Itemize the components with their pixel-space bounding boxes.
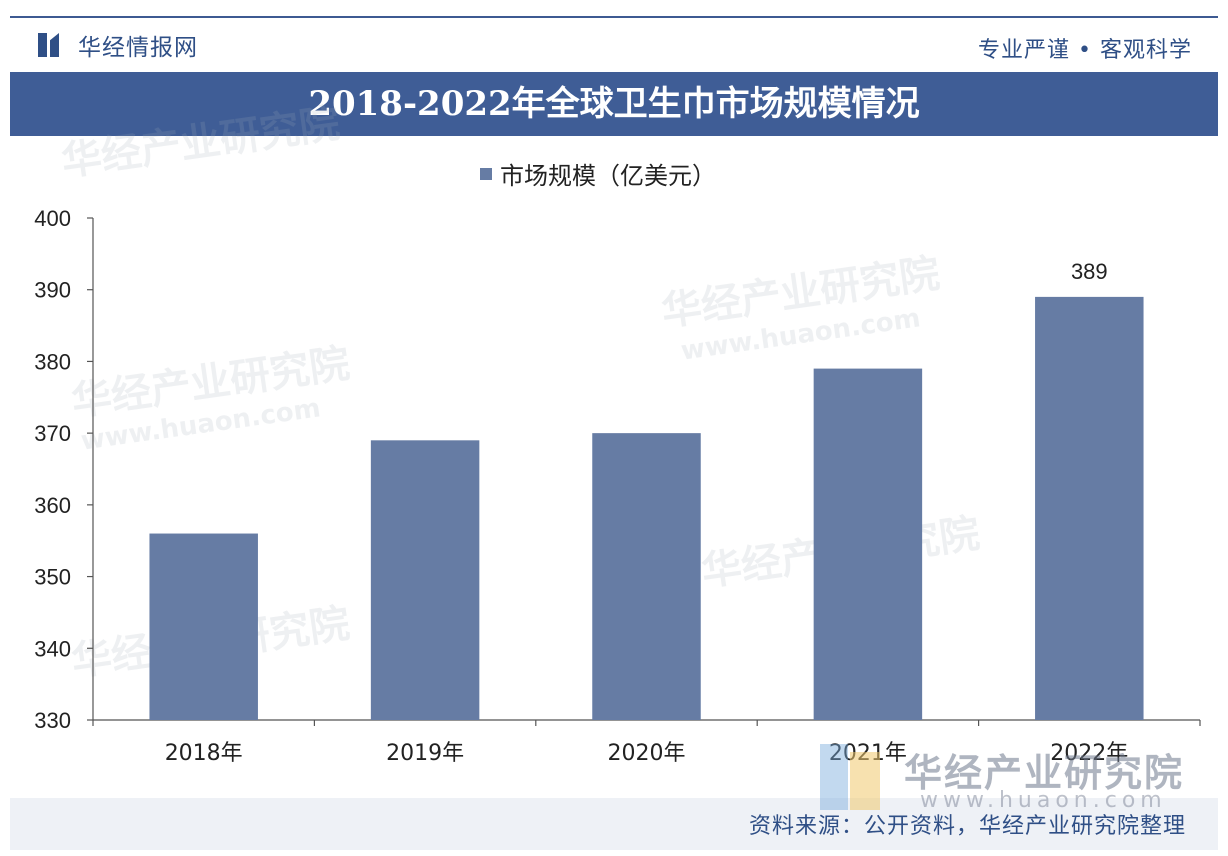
chart-title: 2018-2022年全球卫生巾市场规模情况 (308, 84, 920, 124)
legend: 市场规模（亿美元） (480, 156, 716, 191)
x-tick-label: 2019年 (386, 741, 464, 766)
y-tick-label: 350 (34, 565, 71, 590)
corner-watermark-url: www.huaon.com (920, 788, 1167, 813)
brand: 华经情报网 (38, 28, 198, 62)
x-tick-label: 2022年 (1050, 741, 1128, 766)
corner-watermark: 华经产业研究院 www.huaon.com (820, 742, 1200, 813)
footer: 资料来源：公开资料，华经产业研究院整理 (10, 798, 1218, 850)
data-label: 389 (1071, 259, 1108, 284)
bar (592, 433, 701, 720)
y-tick-label: 370 (34, 421, 71, 446)
legend-swatch (480, 167, 492, 180)
title-bar: 2018-2022年全球卫生巾市场规模情况 (10, 72, 1218, 136)
y-tick-label: 340 (34, 636, 71, 661)
bar (149, 533, 258, 720)
legend-label: 市场规模（亿美元） (500, 162, 716, 190)
brand-name: 华经情报网 (78, 35, 198, 61)
watermark-logo-icon (820, 744, 882, 810)
top-header: 华经情报网 专业严谨 • 客观科学 (0, 0, 1228, 70)
bar (1035, 296, 1144, 720)
y-tick-label: 390 (34, 278, 71, 303)
y-tick-label: 330 (34, 708, 71, 733)
y-tick-label: 400 (34, 206, 71, 231)
brand-logo-icon (38, 31, 64, 59)
x-tick-label: 2018年 (165, 741, 243, 766)
y-tick-label: 360 (34, 493, 71, 518)
x-tick-label: 2020年 (608, 741, 686, 766)
bar (813, 368, 923, 720)
source-note: 资料来源：公开资料，华经产业研究院整理 (748, 814, 1186, 839)
header-rule (10, 16, 1218, 18)
bar (370, 440, 480, 720)
slogan: 专业严谨 • 客观科学 (978, 38, 1192, 63)
y-tick-label: 380 (34, 349, 71, 374)
corner-watermark-name: 华经产业研究院 (904, 751, 1185, 795)
